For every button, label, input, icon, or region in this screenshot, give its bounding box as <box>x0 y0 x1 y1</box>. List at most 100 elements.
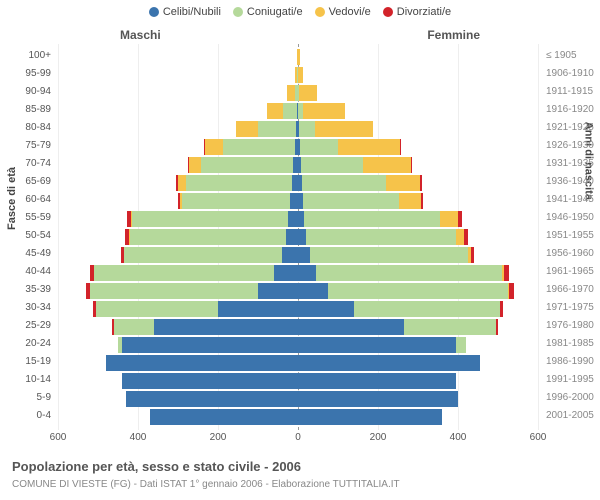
bar-female <box>298 49 300 65</box>
bar-segment <box>96 301 218 317</box>
bar-segment <box>286 229 298 245</box>
birth-year-label: 1936-1940 <box>546 177 600 187</box>
bar-female <box>298 229 468 245</box>
bar-female <box>298 355 480 371</box>
bar-row <box>58 301 538 317</box>
bar-row <box>58 175 538 191</box>
age-group-label: 55-59 <box>0 213 51 223</box>
legend: Celibi/NubiliConiugati/eVedovi/eDivorzia… <box>0 6 600 18</box>
birth-year-label: 1991-1995 <box>546 375 600 385</box>
birth-year-label: 1986-1990 <box>546 357 600 367</box>
plot-area <box>58 44 538 430</box>
bar-segment <box>420 175 422 191</box>
x-tick-label: 600 <box>50 432 67 443</box>
bar-segment <box>130 229 286 245</box>
y-axis-birth-years: ≤ 19051906-19101911-19151916-19201921-19… <box>542 44 600 430</box>
bar-segment <box>132 211 288 227</box>
birth-year-label: 1931-1935 <box>546 159 600 169</box>
x-tick-label: 0 <box>295 432 301 443</box>
bar-male <box>126 391 298 407</box>
bar-row <box>58 391 538 407</box>
bar-row <box>58 193 538 209</box>
bar-row <box>58 67 538 83</box>
bar-segment <box>300 139 338 155</box>
age-group-label: 15-19 <box>0 357 51 367</box>
bar-segment <box>399 193 421 209</box>
bar-row <box>58 265 538 281</box>
bar-segment <box>283 103 297 119</box>
bar-segment <box>328 283 508 299</box>
bar-row <box>58 229 538 245</box>
bar-male <box>86 283 298 299</box>
legend-swatch <box>383 7 393 17</box>
bar-male <box>188 157 298 173</box>
age-group-label: 50-54 <box>0 231 51 241</box>
age-group-label: 40-44 <box>0 267 51 277</box>
bar-segment <box>182 193 290 209</box>
bar-segment <box>404 319 496 335</box>
bar-segment <box>316 265 502 281</box>
bar-row <box>58 121 538 137</box>
bar-segment <box>186 175 292 191</box>
age-group-label: 10-14 <box>0 375 51 385</box>
birth-year-label: 1926-1930 <box>546 141 600 151</box>
legend-item: Coniugati/e <box>233 6 303 18</box>
birth-year-label: 1911-1915 <box>546 87 600 97</box>
bar-segment <box>298 355 480 371</box>
bar-segment <box>236 121 258 137</box>
chart-subtitle: COMUNE DI VIESTE (FG) - Dati ISTAT 1° ge… <box>12 479 400 490</box>
age-group-label: 30-34 <box>0 303 51 313</box>
gridline <box>538 44 539 430</box>
bar-segment <box>282 247 298 263</box>
bar-female <box>298 337 466 353</box>
age-group-label: 0-4 <box>0 411 51 421</box>
bar-segment <box>298 319 404 335</box>
age-group-label: 25-29 <box>0 321 51 331</box>
bar-segment <box>218 301 298 317</box>
bar-male <box>112 319 298 335</box>
label-female: Femmine <box>427 28 480 42</box>
y-axis-age-groups: 100+95-9990-9485-8980-8475-7970-7465-696… <box>0 44 55 430</box>
birth-year-label: 1941-1945 <box>546 195 600 205</box>
bar-segment <box>298 247 310 263</box>
legend-item: Celibi/Nubili <box>149 6 221 18</box>
bar-female <box>298 157 412 173</box>
bar-segment <box>456 337 466 353</box>
bar-segment <box>496 319 498 335</box>
age-group-label: 65-69 <box>0 177 51 187</box>
bar-segment <box>126 391 298 407</box>
bar-male <box>236 121 298 137</box>
birth-year-label: 1946-1950 <box>546 213 600 223</box>
bar-segment <box>201 157 293 173</box>
bar-female <box>298 301 503 317</box>
birth-year-label: 1921-1925 <box>546 123 600 133</box>
bar-male <box>204 139 298 155</box>
bar-segment <box>464 229 468 245</box>
legend-label: Coniugati/e <box>247 6 303 18</box>
legend-label: Divorziati/e <box>397 6 451 18</box>
birth-year-label: 1906-1910 <box>546 69 600 79</box>
bar-segment <box>154 319 298 335</box>
bar-row <box>58 157 538 173</box>
bar-segment <box>178 175 186 191</box>
age-group-label: 100+ <box>0 51 51 61</box>
birth-year-label: 1981-1985 <box>546 339 600 349</box>
birth-year-label: 1916-1920 <box>546 105 600 115</box>
bar-segment <box>301 157 363 173</box>
bar-segment <box>303 103 345 119</box>
bar-segment <box>258 283 298 299</box>
bar-female <box>298 265 509 281</box>
bar-female <box>298 373 456 389</box>
birth-year-label: 1966-1970 <box>546 285 600 295</box>
bar-female <box>298 103 345 119</box>
birth-year-label: 1996-2000 <box>546 393 600 403</box>
population-pyramid-chart: Celibi/NubiliConiugati/eVedovi/eDivorzia… <box>0 0 600 500</box>
bar-segment <box>189 157 201 173</box>
bar-female <box>298 67 303 83</box>
bar-row <box>58 283 538 299</box>
bar-segment <box>386 175 420 191</box>
birth-year-label: 1961-1965 <box>546 267 600 277</box>
bar-row <box>58 409 538 425</box>
bar-segment <box>150 409 298 425</box>
bar-female <box>298 247 474 263</box>
